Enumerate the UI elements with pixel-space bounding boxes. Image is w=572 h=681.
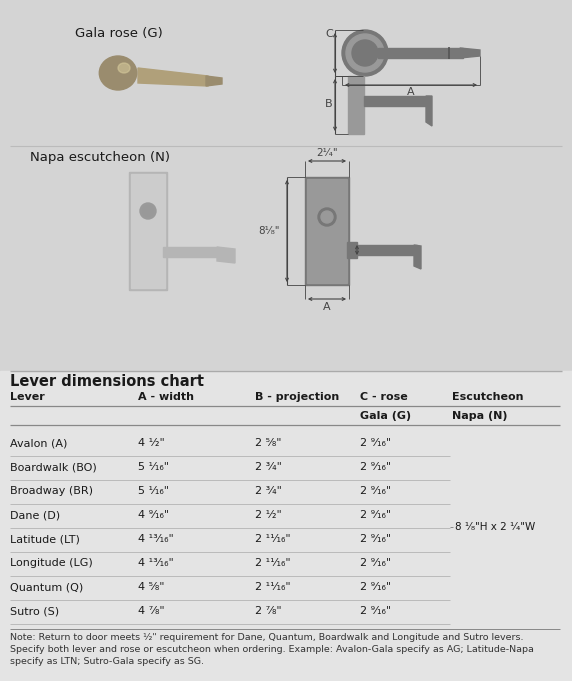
Polygon shape bbox=[138, 68, 210, 86]
Text: Dane (D): Dane (D) bbox=[10, 510, 60, 520]
Polygon shape bbox=[206, 76, 222, 86]
Text: A: A bbox=[407, 87, 415, 97]
Text: 2 ⁷⁄₈": 2 ⁷⁄₈" bbox=[255, 606, 281, 616]
Text: C - rose: C - rose bbox=[360, 392, 408, 402]
Text: B - projection: B - projection bbox=[255, 392, 339, 402]
Bar bbox=[357, 245, 417, 255]
Text: 4 ¹³⁄₁₆": 4 ¹³⁄₁₆" bbox=[138, 534, 174, 544]
Polygon shape bbox=[426, 96, 432, 126]
Polygon shape bbox=[414, 245, 421, 269]
Circle shape bbox=[140, 203, 156, 219]
Text: 2 ⁹⁄₁₆": 2 ⁹⁄₁₆" bbox=[360, 486, 391, 496]
Text: 2 ¹¹⁄₁₆": 2 ¹¹⁄₁₆" bbox=[255, 582, 291, 592]
Circle shape bbox=[352, 40, 378, 66]
Text: 2 ⁵⁄₈": 2 ⁵⁄₈" bbox=[255, 438, 281, 448]
Text: 8 ¹⁄₈"H x 2 ¹⁄₄"W: 8 ¹⁄₈"H x 2 ¹⁄₄"W bbox=[455, 522, 535, 532]
Text: 2 ⁹⁄₁₆": 2 ⁹⁄₁₆" bbox=[360, 606, 391, 616]
Text: C: C bbox=[325, 29, 333, 39]
Bar bbox=[131, 174, 165, 288]
Bar bbox=[378, 48, 463, 58]
Text: 2 ¹¹⁄₁₆": 2 ¹¹⁄₁₆" bbox=[255, 558, 291, 568]
Bar bbox=[129, 172, 167, 290]
Text: 2 ¹¹⁄₁₆": 2 ¹¹⁄₁₆" bbox=[255, 534, 291, 544]
Text: Escutcheon: Escutcheon bbox=[452, 392, 523, 402]
Text: Latitude (LT): Latitude (LT) bbox=[10, 534, 80, 544]
Text: 2 ³⁄₄": 2 ³⁄₄" bbox=[255, 486, 282, 496]
Text: Boardwalk (BO): Boardwalk (BO) bbox=[10, 462, 97, 472]
Text: 8¹⁄₈": 8¹⁄₈" bbox=[258, 226, 280, 236]
Text: Note: Return to door meets ¹⁄₂" requirement for Dane, Quantum, Boardwalk and Lon: Note: Return to door meets ¹⁄₂" requirem… bbox=[10, 633, 523, 642]
Text: Broadway (BR): Broadway (BR) bbox=[10, 486, 93, 496]
Bar bbox=[305, 177, 349, 285]
Text: Napa (N): Napa (N) bbox=[452, 411, 507, 421]
Circle shape bbox=[318, 208, 336, 226]
Text: 4 ¹⁄₂": 4 ¹⁄₂" bbox=[138, 438, 165, 448]
Text: Napa escutcheon (N): Napa escutcheon (N) bbox=[30, 151, 170, 163]
Text: A - width: A - width bbox=[138, 392, 194, 402]
Ellipse shape bbox=[118, 63, 130, 73]
Bar bbox=[364, 96, 429, 106]
Text: 4 ⁹⁄₁₆": 4 ⁹⁄₁₆" bbox=[138, 510, 169, 520]
Text: Specify both lever and rose or escutcheon when ordering. Example: Avalon-Gala sp: Specify both lever and rose or escutcheo… bbox=[10, 646, 534, 654]
Text: 2¹⁄₄": 2¹⁄₄" bbox=[316, 148, 338, 158]
Text: 2 ⁹⁄₁₆": 2 ⁹⁄₁₆" bbox=[360, 510, 391, 520]
Text: 5 ¹⁄₁₆": 5 ¹⁄₁₆" bbox=[138, 462, 169, 472]
Bar bbox=[0, 371, 572, 681]
Text: 4 ⁷⁄₈": 4 ⁷⁄₈" bbox=[138, 606, 165, 616]
Bar bbox=[348, 76, 364, 134]
Ellipse shape bbox=[102, 59, 133, 87]
Text: Gala rose (G): Gala rose (G) bbox=[75, 27, 163, 39]
Circle shape bbox=[346, 34, 384, 72]
Text: 5 ¹⁄₁₆": 5 ¹⁄₁₆" bbox=[138, 486, 169, 496]
Text: Gala (G): Gala (G) bbox=[360, 411, 411, 421]
Bar bbox=[163, 247, 218, 257]
Text: 4 ⁵⁄₈": 4 ⁵⁄₈" bbox=[138, 582, 165, 592]
Ellipse shape bbox=[100, 56, 137, 90]
Text: 2 ⁹⁄₁₆": 2 ⁹⁄₁₆" bbox=[360, 438, 391, 448]
Text: Lever dimensions chart: Lever dimensions chart bbox=[10, 373, 204, 388]
Text: Quantum (Q): Quantum (Q) bbox=[10, 582, 84, 592]
Text: specify as LTN; Sutro-Gala specify as SG.: specify as LTN; Sutro-Gala specify as SG… bbox=[10, 657, 204, 667]
Text: 4 ¹³⁄₁₆": 4 ¹³⁄₁₆" bbox=[138, 558, 174, 568]
Text: Lever: Lever bbox=[10, 392, 45, 402]
Text: 2 ⁹⁄₁₆": 2 ⁹⁄₁₆" bbox=[360, 534, 391, 544]
Circle shape bbox=[342, 30, 388, 76]
Text: 2 ¹⁄₂": 2 ¹⁄₂" bbox=[255, 510, 282, 520]
Bar bbox=[307, 179, 347, 283]
Text: 2 ³⁄₄": 2 ³⁄₄" bbox=[255, 462, 282, 472]
Text: 2 ⁹⁄₁₆": 2 ⁹⁄₁₆" bbox=[360, 558, 391, 568]
Text: Longitude (LG): Longitude (LG) bbox=[10, 558, 93, 568]
Text: B: B bbox=[325, 99, 333, 109]
Circle shape bbox=[143, 206, 153, 216]
Polygon shape bbox=[217, 247, 235, 263]
Ellipse shape bbox=[106, 62, 130, 84]
Bar bbox=[347, 242, 357, 258]
Text: Avalon (A): Avalon (A) bbox=[10, 438, 67, 448]
Text: 2 ⁹⁄₁₆": 2 ⁹⁄₁₆" bbox=[360, 582, 391, 592]
Circle shape bbox=[321, 211, 333, 223]
Text: A: A bbox=[323, 302, 331, 312]
Polygon shape bbox=[460, 48, 480, 58]
Text: Sutro (S): Sutro (S) bbox=[10, 606, 59, 616]
Text: B: B bbox=[364, 245, 371, 255]
Text: 2 ⁹⁄₁₆": 2 ⁹⁄₁₆" bbox=[360, 462, 391, 472]
